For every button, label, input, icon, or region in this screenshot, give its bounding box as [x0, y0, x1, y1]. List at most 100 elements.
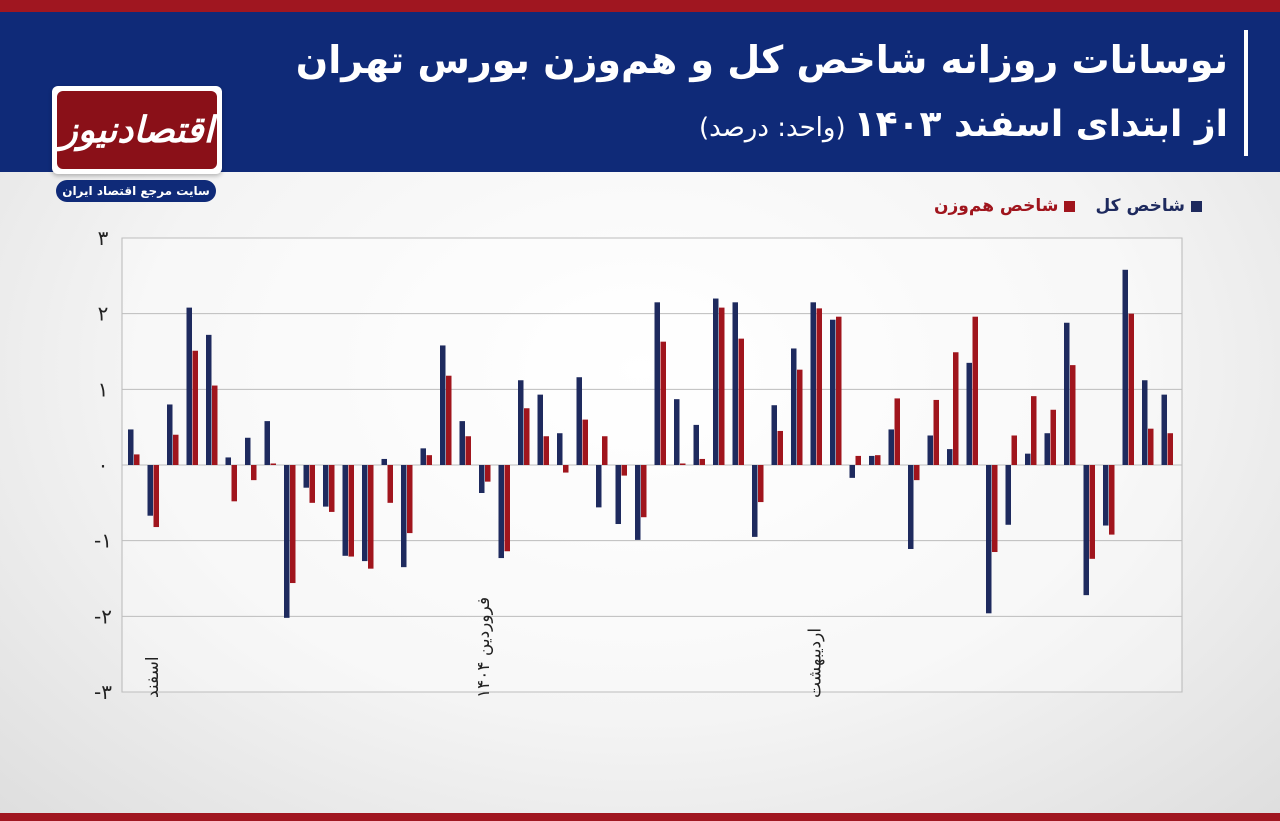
bar-total: [966, 362, 972, 465]
bar-total: [947, 449, 953, 465]
bar-equal: [1089, 465, 1095, 559]
bar-equal: [1070, 365, 1076, 465]
bar-equal: [738, 338, 744, 465]
bar-total: [927, 435, 933, 465]
bar-total: [420, 448, 426, 465]
brand-tagline: سایت مرجع اقتصاد ایران: [56, 180, 216, 202]
bar-equal: [1167, 433, 1173, 465]
bar-equal: [777, 430, 783, 465]
x-month-label: اسفند: [143, 656, 163, 698]
bar-total: [1083, 465, 1089, 596]
bar-equal: [758, 465, 764, 503]
bar-equal: [699, 458, 705, 465]
bar-equal: [212, 385, 218, 465]
bar-total: [713, 298, 719, 465]
top-accent-stripe: [0, 0, 1280, 12]
bar-equal: [933, 399, 939, 465]
bar-total: [518, 380, 524, 465]
subtitle-period: از ابتدای اسفند ۱۴۰۳: [853, 104, 1228, 145]
bar-equal: [446, 375, 452, 465]
brand-logo: اقتصادنیوز: [52, 86, 222, 174]
bar-total: [1103, 465, 1109, 526]
bar-equal: [1109, 465, 1115, 535]
bar-total: [1064, 322, 1070, 465]
bar-equal: [836, 316, 842, 465]
subtitle-unit: (واحد: درصد): [698, 113, 846, 143]
bar-total: [1025, 453, 1031, 465]
bar-total: [1122, 269, 1128, 465]
bar-equal: [329, 465, 335, 512]
title-divider: [1244, 30, 1248, 156]
bar-total: [459, 421, 465, 465]
y-tick-label: ۱: [98, 377, 109, 401]
bar-total: [147, 465, 153, 516]
bar-total: [771, 405, 777, 465]
bar-total: [1005, 465, 1011, 525]
bar-total: [167, 404, 173, 465]
bar-equal: [816, 308, 822, 465]
bar-total: [342, 465, 348, 556]
legend-label-total: شاخص کل: [1095, 196, 1185, 216]
bar-equal: [1050, 409, 1056, 465]
bar-equal: [1148, 428, 1154, 465]
bar-equal: [134, 454, 140, 465]
y-tick-label: ۰: [98, 453, 109, 477]
legend-swatch-total: [1191, 200, 1202, 212]
bar-total: [1161, 394, 1167, 465]
bar-total: [674, 399, 680, 465]
bar-total: [810, 302, 816, 465]
bar-equal: [1011, 435, 1017, 465]
bar-equal: [719, 307, 725, 465]
bar-total: [186, 307, 192, 465]
bar-total: [693, 424, 699, 465]
legend-label-equal: شاخص هم‌وزن: [934, 196, 1059, 216]
bar-equal: [407, 465, 413, 534]
y-tick-label: -۲: [94, 604, 112, 628]
bar-equal: [621, 465, 627, 476]
bar-total: [1142, 380, 1148, 465]
bar-equal: [485, 465, 491, 482]
bar-equal: [524, 408, 530, 465]
bar-total: [1044, 433, 1050, 465]
x-month-label: اردیبهشت: [806, 628, 826, 698]
bar-total: [654, 302, 660, 465]
bar-equal: [504, 465, 510, 552]
bar-equal: [426, 455, 432, 465]
bar-equal: [680, 463, 686, 465]
bar-total: [284, 465, 290, 618]
bar-total: [576, 377, 582, 465]
bar-equal: [387, 465, 393, 503]
bar-equal: [153, 465, 159, 528]
bar-total: [245, 437, 251, 465]
bar-total: [615, 465, 621, 525]
bar-equal: [1128, 313, 1134, 465]
x-month-label: فروردین ۱۴۰۴: [474, 597, 494, 698]
bar-total: [908, 465, 914, 549]
bar-equal: [875, 455, 881, 465]
bar-equal: [368, 465, 374, 569]
chart-title: نوسانات روزانه شاخص کل و هم‌وزن بورس تهر…: [295, 38, 1228, 82]
bar-equal: [465, 436, 471, 465]
bar-equal: [894, 398, 900, 465]
bar-total: [888, 429, 894, 465]
y-tick-label: -۱: [94, 529, 112, 553]
bar-equal: [231, 465, 237, 502]
bar-equal: [641, 465, 647, 518]
bar-total: [128, 429, 134, 465]
legend-swatch-equal: [1064, 200, 1076, 212]
bar-equal: [855, 455, 861, 465]
bar-total: [752, 465, 758, 537]
bar-equal: [270, 463, 276, 465]
bar-total: [479, 465, 485, 493]
bar-total: [206, 334, 212, 465]
bar-total: [635, 465, 641, 540]
bar-total: [498, 465, 504, 559]
bar-equal: [192, 350, 198, 465]
bar-equal: [660, 341, 666, 465]
bar-total: [381, 458, 387, 465]
bar-equal: [582, 419, 588, 465]
bar-total: [732, 302, 738, 465]
chart-subtitle: از ابتدای اسفند ۱۴۰۳(واحد: درصد): [699, 104, 1228, 145]
chart-legend: شاخص کل شاخص هم‌وزن: [934, 196, 1202, 216]
